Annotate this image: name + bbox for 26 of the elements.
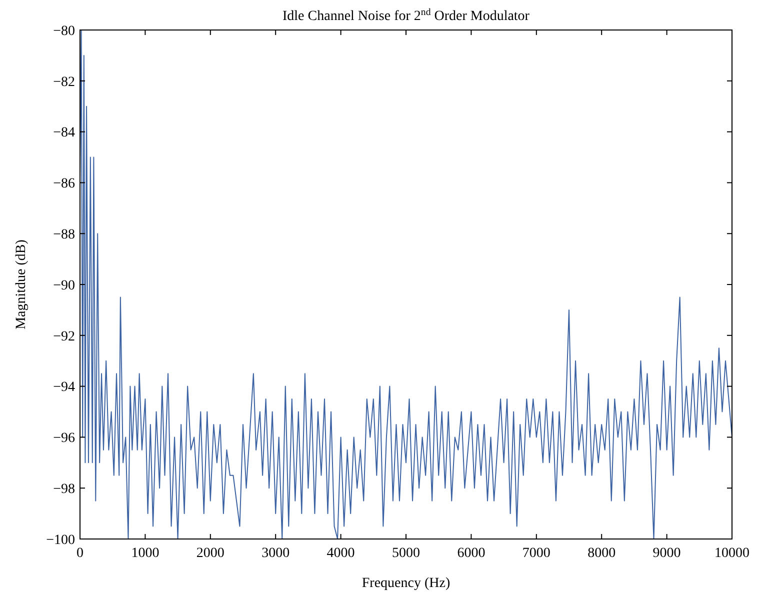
y-tick-label: −82 — [53, 74, 75, 90]
x-tick-label: 0 — [76, 546, 84, 561]
chart-title: Idle Channel Noise for 2$^{nd}$ Order Modulator — [282, 6, 530, 24]
y-tick-label: −94 — [53, 380, 75, 396]
y-tick-label: −98 — [53, 482, 75, 497]
y-tick-label: −100 — [46, 532, 75, 548]
x-tick-label: 3000 — [262, 546, 290, 561]
y-tick-label: −96 — [53, 431, 75, 446]
y-tick-label: −84 — [53, 126, 75, 141]
y-tick-label: −88 — [53, 228, 75, 242]
x-tick-label: 9000 — [652, 546, 681, 561]
x-axis-title: Frequency (Hz) — [362, 576, 450, 591]
y-tick-label: −86 — [53, 176, 75, 192]
y-tick-label: −90 — [53, 278, 75, 294]
y-tick-label: −80 — [53, 24, 75, 39]
x-tick-label: 7000 — [522, 546, 550, 561]
line-series — [80, 30, 732, 540]
y-axis-title: Magnitdue (dB) — [14, 239, 29, 330]
x-tick-label: 8000 — [588, 546, 616, 561]
x-tick-label: 1000 — [131, 546, 160, 561]
x-tick-label: 2000 — [196, 546, 224, 561]
x-tick-label: 6000 — [457, 546, 486, 561]
y-tick-label: −92 — [53, 329, 75, 344]
x-tick-label: 10000 — [714, 546, 750, 561]
x-tick-label: 4000 — [326, 546, 355, 561]
x-tick-label: 5000 — [392, 546, 420, 561]
